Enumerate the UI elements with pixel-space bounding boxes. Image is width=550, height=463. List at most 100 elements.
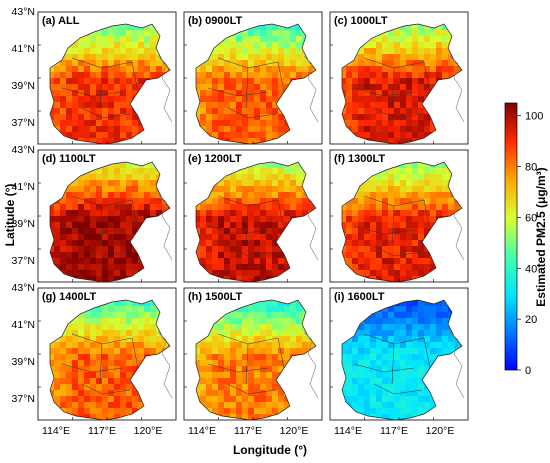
map-panel: (d) 1100LT	[37, 149, 177, 283]
longitude-label: 114°E	[334, 425, 362, 437]
admin-boundary	[227, 245, 277, 257]
admin-boundary	[207, 87, 269, 97]
map-panel: (f) 1300LT	[329, 149, 469, 283]
admin-boundary	[353, 87, 415, 97]
latitude-label: 41°N	[12, 319, 35, 331]
longitude-label: 114°E	[188, 425, 216, 437]
region-boundary	[195, 23, 317, 145]
region-boundary	[49, 23, 171, 145]
latitude-label: 37°N	[12, 117, 35, 129]
admin-boundary	[61, 87, 123, 97]
panel-label: (h) 1500LT	[188, 291, 242, 303]
latitude-label: 39°N	[12, 80, 35, 92]
admin-boundary	[245, 67, 249, 109]
region-boundary	[341, 23, 463, 145]
coastline	[449, 193, 465, 261]
panel-label: (f) 1300LT	[334, 153, 385, 165]
colorbar-tick-labels: 100 80 60 40 20 0	[517, 111, 543, 377]
admin-boundary	[423, 337, 431, 369]
region-boundary	[195, 299, 317, 421]
admin-boundary	[353, 225, 415, 235]
longitude-label: 117°E	[88, 425, 116, 437]
admin-boundary	[81, 383, 131, 395]
admin-boundary	[245, 343, 249, 385]
colorbar-title: Estimated PM2.5 (μg/m³)	[534, 167, 548, 306]
admin-boundary	[353, 363, 415, 373]
region-boundary	[341, 161, 463, 283]
latitude-label: 43°N	[12, 144, 35, 156]
longitude-label: 117°E	[234, 425, 262, 437]
admin-boundary	[391, 67, 395, 109]
map-panel: (g) 1400LT	[37, 287, 177, 421]
longitude-tick-labels: 114°E 117°E 120°E 114°E 117°E 120°E 114°E 117°E…	[42, 425, 454, 437]
admin-boundary	[61, 225, 123, 235]
latitude-label: 43°N	[12, 282, 35, 294]
admin-boundary	[227, 107, 277, 119]
longitude-label: 120°E	[134, 425, 163, 437]
longitude-label: 117°E	[380, 425, 408, 437]
latitude-label: 43°N	[12, 6, 35, 18]
colorbar: 100 80 60 40 20 0 Estimated PM2.5 (μg/m³)	[504, 102, 548, 377]
region-boundary	[341, 299, 463, 421]
colorbar-tick: 80	[525, 162, 537, 174]
colorbar-gradient	[504, 102, 518, 371]
panel-label: (d) 1100LT	[42, 153, 96, 165]
admin-boundary	[227, 383, 277, 395]
map-panel: (c) 1000LT	[329, 11, 469, 145]
colorbar-tick: 40	[525, 263, 537, 275]
region-boundary	[49, 299, 171, 421]
panel-label: (a) ALL	[42, 15, 80, 27]
colorbar-tick: 100	[525, 111, 543, 123]
panel-label: (e) 1200LT	[188, 153, 242, 165]
admin-boundary	[373, 107, 423, 119]
pm25-field	[50, 300, 170, 420]
map-panels: (a) ALL (b) 0900LT (c) 1000LT (d) 1100LT (e)…	[37, 11, 469, 421]
admin-boundary	[61, 363, 123, 373]
latitude-label: 41°N	[12, 43, 35, 55]
admin-boundary	[277, 61, 285, 93]
colorbar-tick: 0	[525, 365, 531, 377]
admin-boundary	[131, 199, 139, 231]
panel-label: (c) 1000LT	[334, 15, 388, 27]
map-panel: (h) 1500LT	[183, 287, 323, 421]
map-panel: (b) 0900LT	[183, 11, 323, 145]
region-boundary	[195, 161, 317, 283]
latitude-label: 37°N	[12, 393, 35, 405]
admin-boundary	[373, 383, 423, 395]
coastline	[157, 193, 173, 261]
admin-boundary	[373, 245, 423, 257]
admin-boundary	[391, 205, 395, 247]
latitude-label: 39°N	[12, 218, 35, 230]
panel-label: (i) 1600LT	[334, 291, 385, 303]
map-panel: (i) 1600LT	[329, 287, 469, 421]
map-panel: (e) 1200LT	[183, 149, 323, 283]
latitude-tick-labels: 43°N 41°N 39°N 37°N 43°N 41°N 39°N 37°N 43°N 41°N…	[12, 6, 35, 405]
latitude-label: 41°N	[12, 181, 35, 193]
coastline	[303, 331, 319, 399]
admin-boundary	[277, 337, 285, 369]
admin-boundary	[99, 205, 103, 247]
admin-boundary	[277, 199, 285, 231]
admin-boundary	[423, 61, 431, 93]
admin-boundary	[81, 107, 131, 119]
coastline	[157, 331, 173, 399]
map-panel: (a) ALL	[37, 11, 177, 145]
latitude-label: 39°N	[12, 356, 35, 368]
admin-boundary	[207, 363, 269, 373]
admin-boundary	[131, 337, 139, 369]
admin-boundary	[81, 245, 131, 257]
longitude-label: 120°E	[426, 425, 455, 437]
latitude-label: 37°N	[12, 255, 35, 267]
x-axis-title: Longitude (°)	[233, 443, 307, 457]
admin-boundary	[245, 205, 249, 247]
admin-boundary	[423, 199, 431, 231]
longitude-label: 120°E	[280, 425, 309, 437]
coastline	[449, 55, 465, 123]
admin-boundary	[131, 61, 139, 93]
coastline	[157, 55, 173, 123]
y-axis-title: Latitude (°)	[3, 184, 17, 247]
coastline	[303, 55, 319, 123]
admin-boundary	[99, 67, 103, 109]
admin-boundary	[391, 343, 395, 385]
